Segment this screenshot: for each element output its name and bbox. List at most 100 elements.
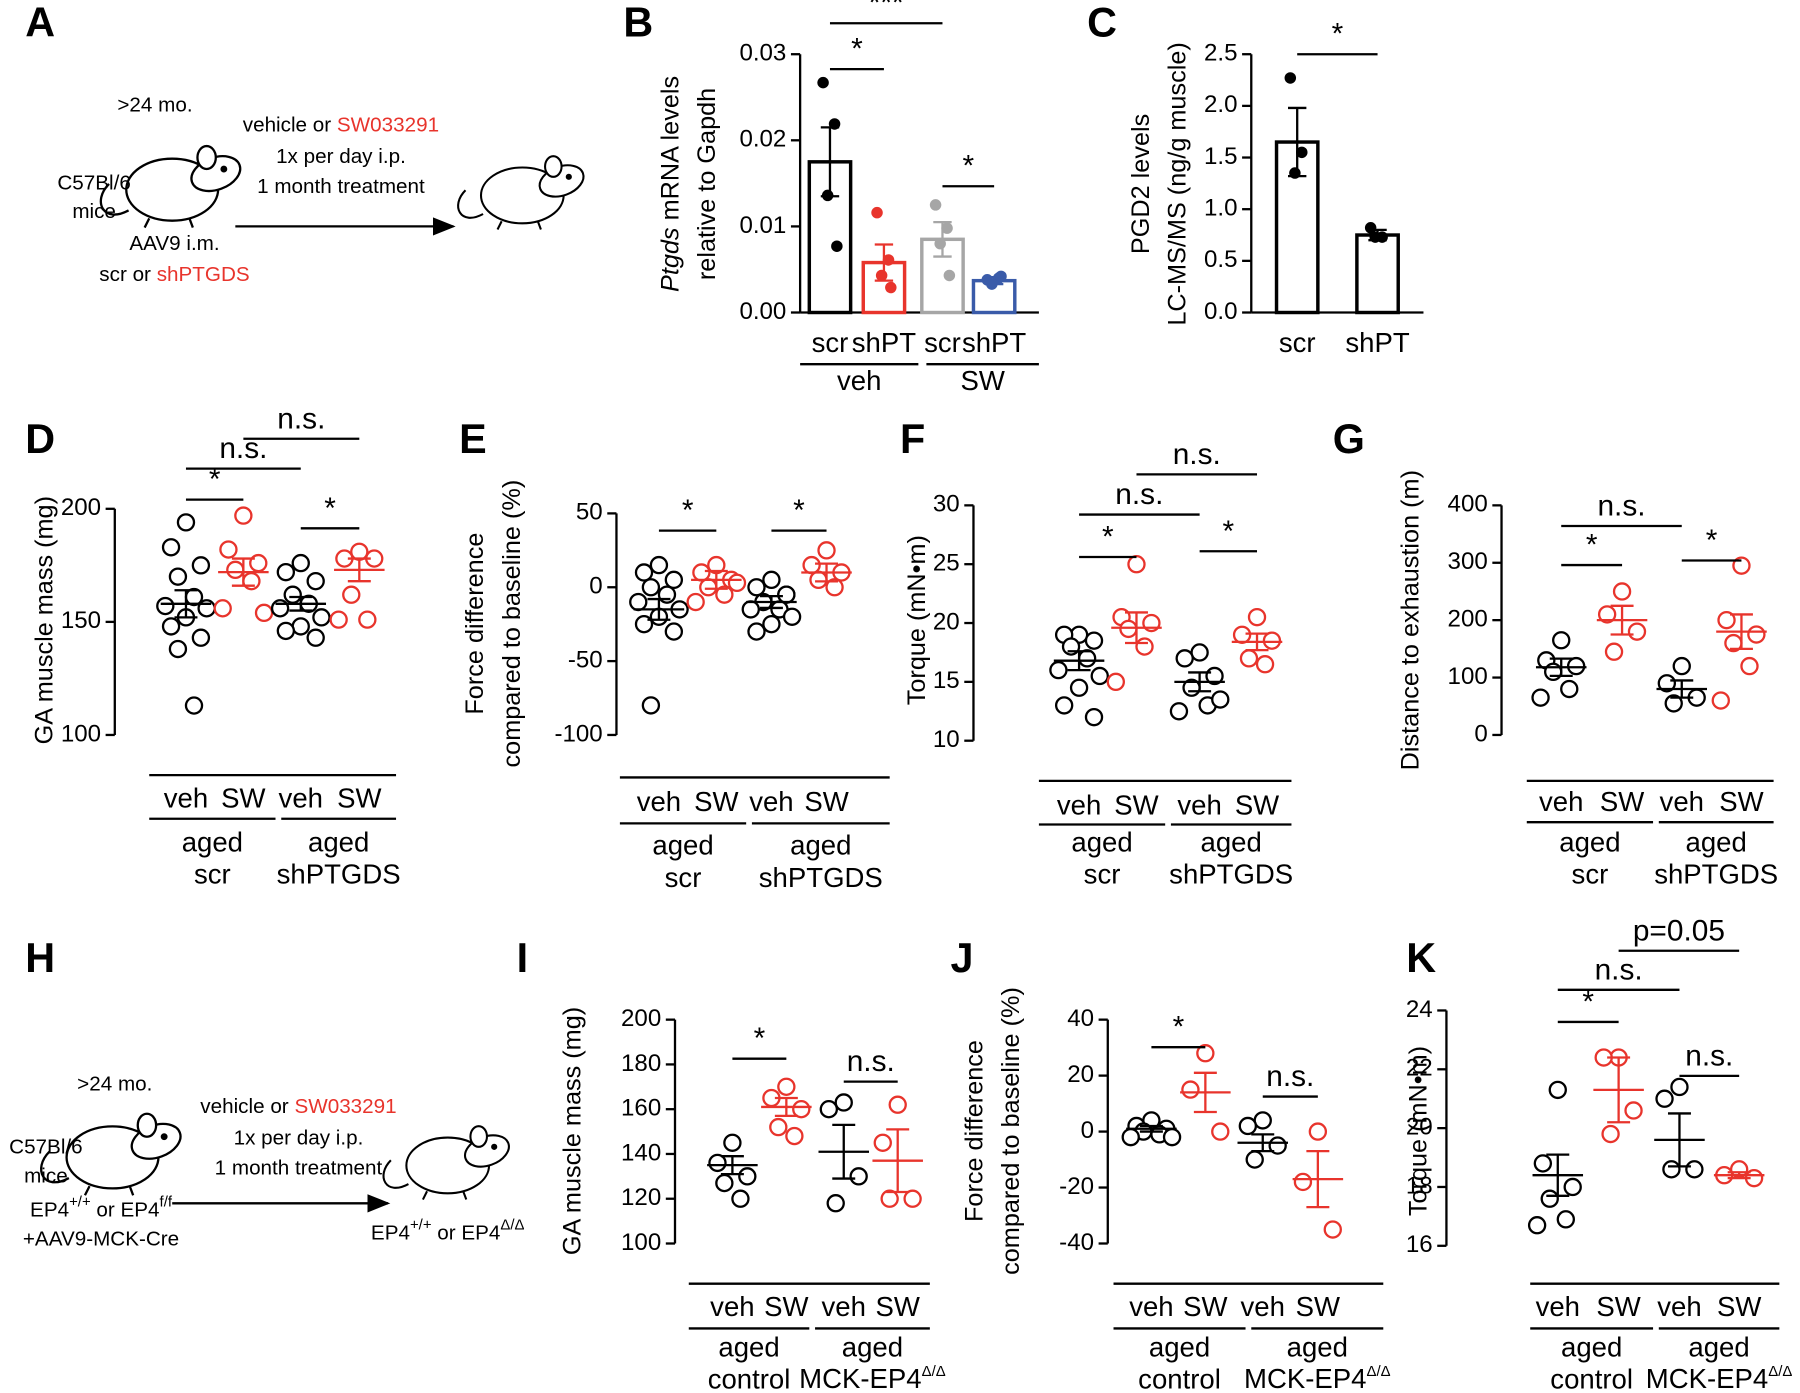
panel-letter: C <box>1087 0 1117 45</box>
data-point <box>1662 1160 1681 1179</box>
x-tick-label: veh <box>1539 786 1583 817</box>
panel-letter: D <box>25 416 55 462</box>
x-tick-label: veh <box>1657 1291 1701 1322</box>
significance-label: n.s. <box>1597 490 1645 523</box>
data-point <box>306 628 325 647</box>
mouse-ear <box>196 144 217 171</box>
data-point <box>769 1117 788 1137</box>
y-tick-label: 200 <box>1448 606 1488 633</box>
data-point <box>882 254 895 266</box>
group-label: aged <box>1071 826 1132 857</box>
data-point <box>1747 625 1766 644</box>
data-point <box>1655 1089 1674 1108</box>
x-tick-label: scr <box>1279 327 1316 358</box>
mouse-tail <box>457 189 484 219</box>
data-point <box>1090 666 1109 686</box>
data-point <box>802 555 821 575</box>
data-point <box>1672 656 1691 676</box>
panel-letter: K <box>1406 935 1436 981</box>
y-tick-label: 100 <box>61 720 101 747</box>
error-bar <box>774 1096 798 1118</box>
data-point <box>1232 625 1252 644</box>
data-point <box>1293 1172 1313 1192</box>
data-point <box>995 270 1007 283</box>
y-axis-label: GA muscle mass (mg) <box>31 496 59 744</box>
data-point <box>1262 631 1282 650</box>
significance-label: n.s. <box>847 1045 895 1078</box>
data-point <box>1711 691 1730 710</box>
data-point <box>291 617 310 636</box>
group-label: aged <box>1287 1331 1348 1362</box>
data-point <box>1255 655 1275 674</box>
group-label: scr <box>665 862 702 893</box>
data-point <box>1175 649 1194 668</box>
mouse-tail <box>40 1150 70 1184</box>
data-point <box>1369 231 1381 243</box>
data-point <box>777 585 796 604</box>
y-tick-label: 1.5 <box>1204 143 1238 170</box>
data-point <box>1597 605 1617 624</box>
data-point <box>629 592 648 612</box>
group-label: aged <box>1688 1331 1749 1362</box>
diagram-text-part: SW033291 <box>337 114 439 137</box>
significance-label: * <box>1586 529 1598 562</box>
data-point <box>1533 1154 1553 1173</box>
x-tick-label: veh <box>749 786 793 817</box>
data-point <box>686 592 705 612</box>
error-bar <box>1607 1056 1631 1124</box>
group-label: aged <box>1201 826 1262 857</box>
significance-label: * <box>682 494 694 527</box>
y-axis-label: Torque (mN•m) <box>903 535 931 705</box>
bar <box>1355 233 1400 315</box>
significance-label: * <box>754 1022 766 1055</box>
y-tick-label: 10 <box>933 726 960 753</box>
y-tick-label: 25 <box>933 550 960 577</box>
x-tick-label: SW <box>804 786 848 817</box>
diagram-text-part: EP4 <box>30 1199 69 1222</box>
x-tick-label: SW <box>1114 790 1158 821</box>
group-label: aged <box>842 1331 903 1362</box>
data-point <box>634 563 654 582</box>
y-axis-label: compared to baseline (%) <box>498 480 526 768</box>
y-tick-label: 100 <box>1448 663 1488 690</box>
x-tick-label: SW <box>1596 1291 1640 1322</box>
significance-label: n.s. <box>1685 1039 1733 1072</box>
data-point <box>880 1189 899 1208</box>
group-label-part: MCK-EP4 <box>1646 1364 1768 1393</box>
group-label: veh <box>837 365 881 396</box>
y-axis-label: GA muscle mass (mg) <box>559 1007 587 1255</box>
error-bar <box>1125 611 1148 645</box>
data-point <box>1119 619 1138 639</box>
data-point <box>1196 1044 1215 1063</box>
data-point <box>176 513 196 532</box>
y-tick-label: 0.00 <box>739 298 786 325</box>
data-point <box>903 1189 922 1208</box>
x-tick-label: veh <box>822 1291 866 1322</box>
y-tick-label: 50 <box>576 499 603 526</box>
diagram-text-part: SW033291 <box>294 1095 396 1118</box>
data-point <box>1548 1080 1567 1100</box>
data-point <box>1323 1220 1342 1239</box>
data-point <box>312 608 331 627</box>
mouse-feet <box>83 1185 135 1196</box>
y-tick-label: -20 <box>1059 1173 1094 1200</box>
error-bar <box>1306 1150 1330 1209</box>
x-tick-label: shPT <box>962 327 1026 358</box>
data-point <box>161 538 181 557</box>
data-point <box>1069 678 1089 697</box>
data-point <box>1239 649 1259 668</box>
group-label: aged <box>652 830 713 861</box>
data-point <box>825 578 844 597</box>
error-bar <box>815 562 839 583</box>
y-tick-label: 20 <box>933 608 960 635</box>
x-tick-label: shPT <box>852 327 916 358</box>
data-point <box>885 281 897 294</box>
data-point <box>941 222 953 234</box>
data-point <box>826 1194 845 1213</box>
significance-label: * <box>324 492 336 525</box>
mouse-tail <box>99 183 130 216</box>
group-label: shPTGDS <box>1169 858 1293 889</box>
data-point <box>1054 696 1074 715</box>
y-tick-label: -40 <box>1059 1229 1094 1256</box>
data-point <box>213 599 232 618</box>
